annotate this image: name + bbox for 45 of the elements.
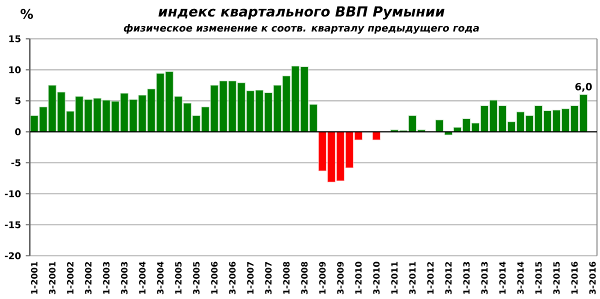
x-tick-label: 1-2001 xyxy=(31,262,38,294)
x-tick-label: 1-2012 xyxy=(427,262,434,294)
x-tick-label: 3-2012 xyxy=(445,262,452,294)
y-tick-label: 0 xyxy=(15,128,21,136)
x-tick-label: 3-2005 xyxy=(193,262,200,294)
x-tick-label: 3-2015 xyxy=(553,262,560,294)
y-axis-title: % xyxy=(20,9,33,20)
x-tick-label: 1-2009 xyxy=(319,262,326,294)
x-tick-label: 1-2002 xyxy=(67,262,74,294)
x-tick-label: 3-2008 xyxy=(301,262,308,294)
x-tick-label: 3-2013 xyxy=(481,262,488,294)
y-tick-label: 10 xyxy=(9,66,21,74)
x-tick-label: 1-2010 xyxy=(355,262,362,294)
x-tick-label: 3-2009 xyxy=(337,262,344,294)
x-tick-label: 1-2007 xyxy=(247,262,254,294)
x-tick-label: 3-2014 xyxy=(517,262,524,294)
x-tick-label: 1-2014 xyxy=(499,262,506,294)
x-tick-label: 1-2013 xyxy=(463,262,470,294)
x-tick-label: 3-2002 xyxy=(85,262,92,294)
bar xyxy=(435,120,444,132)
x-tick-label: 3-2006 xyxy=(229,262,236,294)
data-label: 6,0 xyxy=(575,83,592,92)
x-tick-label: 3-2004 xyxy=(157,262,164,294)
x-tick-label: 1-2004 xyxy=(139,262,146,294)
x-tick-label: 1-2015 xyxy=(535,262,542,294)
x-tick-label: 3-2003 xyxy=(121,262,128,294)
x-tick-label: 1-2016 xyxy=(571,262,578,294)
y-tick-label: -20 xyxy=(4,252,21,260)
y-tick-label: -10 xyxy=(4,190,21,198)
y-tick-label: -15 xyxy=(4,222,20,228)
x-tick-label: 1-2011 xyxy=(391,262,398,294)
x-tick-label: 3-2011 xyxy=(409,262,416,294)
x-tick-label: 1-2008 xyxy=(283,262,290,294)
y-tick-label: -5 xyxy=(11,160,20,166)
chart-subtitle: физическое изменение к соотв. кварталу предыдущего года xyxy=(124,24,479,34)
x-tick-label: 3-2001 xyxy=(49,262,56,294)
x-tick-label: 3-2007 xyxy=(265,262,272,294)
x-tick-label: 1-2006 xyxy=(211,262,218,294)
chart-title: индекс квартального ВВП Румынии xyxy=(158,6,444,20)
y-tick-label: 15 xyxy=(9,36,20,42)
x-tick-label: 1-2003 xyxy=(103,262,110,294)
x-tick-label: 3-2016 xyxy=(589,262,596,294)
y-tick-label: 5 xyxy=(15,98,20,104)
x-tick-label: 3-2010 xyxy=(373,262,380,294)
x-tick-label: 1-2005 xyxy=(175,262,182,294)
